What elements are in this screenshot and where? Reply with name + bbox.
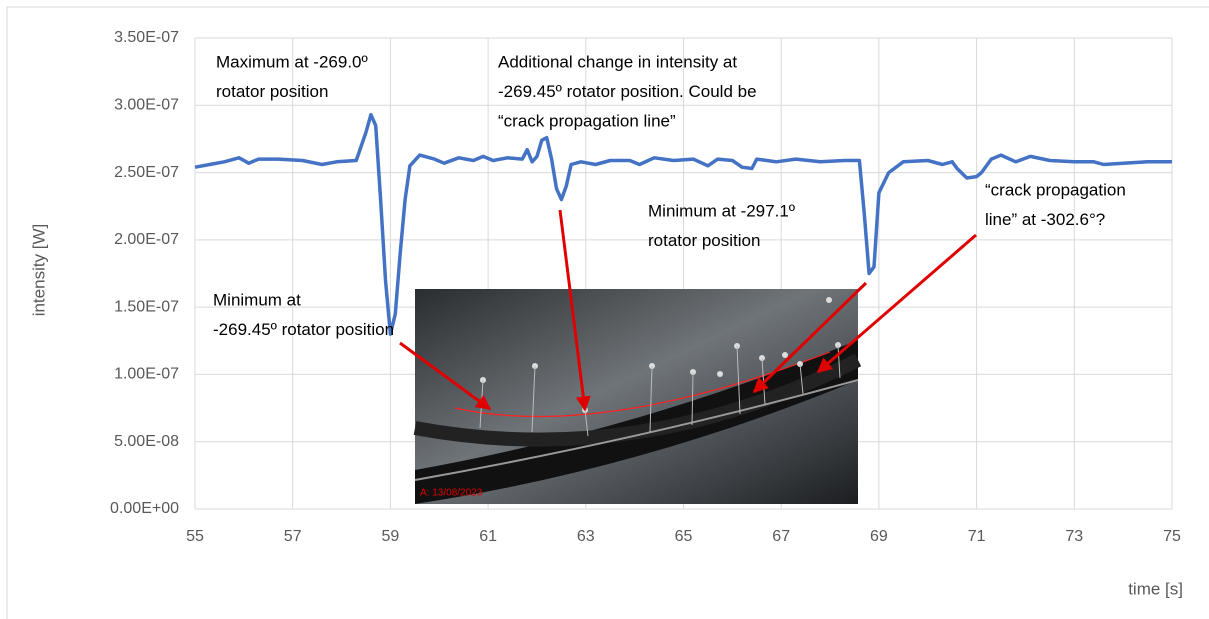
arrow [752, 281, 868, 394]
annotation: line” at -302.6°? [985, 210, 1105, 229]
x-tick-label: 57 [284, 528, 302, 545]
x-tick-label: 55 [186, 528, 204, 545]
x-tick-label: 71 [968, 528, 986, 545]
arrows [399, 209, 977, 412]
annotation: -269.45º rotator position [213, 320, 394, 339]
y-tick-label: 3.00E-07 [114, 97, 179, 114]
annotation: Minimum at [213, 290, 301, 309]
x-tick-label: 73 [1065, 528, 1083, 545]
x-tick-label: 65 [675, 528, 693, 545]
series-line [194, 112, 1172, 336]
arrow [399, 341, 492, 411]
y-axis-label: intensity [W] [29, 224, 48, 317]
y-tick-label: 1.00E-07 [114, 366, 179, 383]
y-tick-label: 5.00E-08 [114, 433, 179, 450]
annotation: Minimum at -297.1º [648, 201, 795, 220]
annotation: Maximum at -269.0º [216, 52, 368, 71]
annotation: rotator position [648, 231, 760, 250]
arrow [558, 209, 591, 412]
y-tick-label: 1.50E-07 [114, 298, 179, 315]
x-tick-label: 69 [870, 528, 888, 545]
annotation: Additional change in intensity at [498, 52, 737, 71]
annotation: rotator position [216, 82, 328, 101]
arrow [816, 233, 977, 374]
y-tick-label: 2.50E-07 [114, 164, 179, 181]
x-tick-label: 75 [1163, 528, 1181, 545]
x-tick-label: 61 [479, 528, 497, 545]
x-tick-label: 59 [382, 528, 400, 545]
y-tick-label: 0.00E+00 [110, 500, 179, 517]
chart-frame [6, 6, 1209, 619]
annotation: “crack propagation line” [498, 111, 676, 130]
x-tick-label: 63 [577, 528, 595, 545]
x-tick-label: 67 [772, 528, 790, 545]
x-axis-label: time [s] [1128, 579, 1183, 598]
inset-photo: A: 13/08/2023 [413, 289, 862, 504]
plot [194, 112, 1172, 336]
inset-label: A: 13/08/2023 [420, 488, 483, 499]
y-tick-label: 2.00E-07 [114, 231, 179, 248]
annotation: -269.45º rotator position. Could be [498, 82, 757, 101]
y-tick-label: 3.50E-07 [114, 29, 179, 46]
annotations: Maximum at -269.0º rotator position Additi… [213, 52, 1126, 339]
annotation: “crack propagation [985, 180, 1126, 199]
